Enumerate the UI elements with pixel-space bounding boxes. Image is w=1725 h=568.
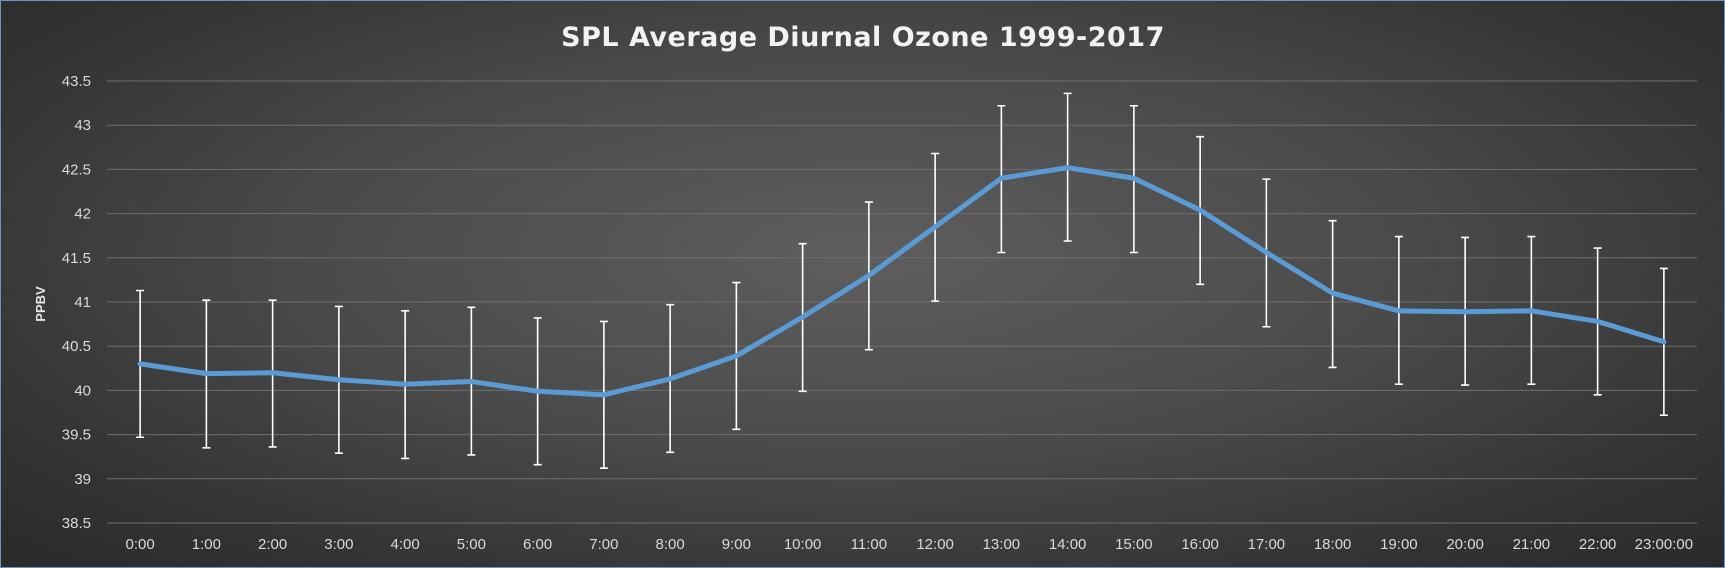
x-tick-label: 19:00 bbox=[1380, 536, 1418, 553]
data-point bbox=[998, 175, 1004, 181]
y-tick-label: 41 bbox=[74, 294, 91, 311]
gridlines bbox=[107, 80, 1697, 524]
x-tick-label: 9:00 bbox=[722, 536, 751, 553]
y-tick-label: 40.5 bbox=[62, 338, 91, 355]
data-point bbox=[667, 376, 673, 382]
data-point bbox=[733, 353, 739, 359]
data-point bbox=[1396, 308, 1402, 314]
x-tick-label: 17:00 bbox=[1248, 536, 1286, 553]
y-tick-label: 42.5 bbox=[62, 161, 91, 178]
chart-title: SPL Average Diurnal Ozone 1999-2017 bbox=[561, 22, 1165, 53]
data-point bbox=[1131, 175, 1137, 181]
data-point bbox=[402, 381, 408, 387]
x-tick-label: 22:00 bbox=[1579, 536, 1617, 553]
data-point bbox=[932, 224, 938, 230]
x-tick-label: 10:00 bbox=[784, 536, 822, 553]
data-point bbox=[468, 379, 474, 385]
x-tick-label: 21:00 bbox=[1513, 536, 1551, 553]
x-tick-label: 0:00 bbox=[126, 536, 155, 553]
y-axis-ticks: 38.5 39 39.5 40 40.5 41 41.5 42 42.5 43 43.5 bbox=[62, 73, 91, 532]
x-tick-label: 12:00 bbox=[916, 536, 954, 553]
data-point bbox=[1661, 339, 1667, 345]
y-tick-label: 39.5 bbox=[62, 427, 91, 444]
data-point bbox=[1330, 290, 1336, 296]
y-axis-label: PPBV bbox=[33, 286, 48, 322]
x-tick-label: 4:00 bbox=[391, 536, 420, 553]
data-point bbox=[1462, 309, 1468, 315]
y-tick-label: 39 bbox=[74, 471, 91, 488]
data-point bbox=[866, 272, 872, 278]
x-tick-label: 7:00 bbox=[589, 536, 618, 553]
y-tick-label: 43 bbox=[74, 117, 91, 134]
data-point bbox=[1263, 249, 1269, 255]
x-tick-label: 8:00 bbox=[656, 536, 685, 553]
x-tick-label: 3:00 bbox=[324, 536, 353, 553]
x-tick-label: 6:00 bbox=[523, 536, 552, 553]
x-tick-label: 5:00 bbox=[457, 536, 486, 553]
data-point bbox=[270, 370, 276, 376]
x-tick-label: 16:00 bbox=[1181, 536, 1219, 553]
x-axis-ticks: 0:00 1:00 2:00 3:00 4:00 5:00 6:00 7:00 8:00 9:00… bbox=[126, 536, 1694, 553]
x-tick-label: 15:00 bbox=[1115, 536, 1153, 553]
x-tick-label: 18:00 bbox=[1314, 536, 1352, 553]
data-point bbox=[336, 377, 342, 383]
data-point bbox=[137, 361, 143, 367]
data-point bbox=[203, 371, 209, 377]
y-tick-label: 43.5 bbox=[62, 73, 91, 90]
data-point bbox=[1595, 318, 1601, 324]
data-point bbox=[601, 392, 607, 398]
x-tick-label: 23:00:00 bbox=[1635, 536, 1693, 553]
data-point bbox=[1528, 308, 1534, 314]
data-point bbox=[800, 314, 806, 320]
x-tick-label: 1:00 bbox=[192, 536, 221, 553]
x-tick-label: 13:00 bbox=[983, 536, 1021, 553]
x-tick-label: 20:00 bbox=[1446, 536, 1484, 553]
y-tick-label: 40 bbox=[74, 382, 91, 399]
series-line bbox=[137, 165, 1667, 398]
y-tick-label: 38.5 bbox=[62, 515, 91, 532]
y-tick-label: 41.5 bbox=[62, 250, 91, 267]
data-point bbox=[1065, 165, 1071, 171]
series-layer bbox=[137, 165, 1667, 398]
error-bars bbox=[136, 92, 1668, 469]
data-point bbox=[535, 388, 541, 394]
data-point bbox=[1197, 207, 1203, 213]
y-tick-label: 42 bbox=[74, 206, 91, 223]
x-tick-label: 11:00 bbox=[851, 536, 887, 553]
x-tick-label: 14:00 bbox=[1049, 536, 1087, 553]
x-tick-label: 2:00 bbox=[258, 536, 287, 553]
